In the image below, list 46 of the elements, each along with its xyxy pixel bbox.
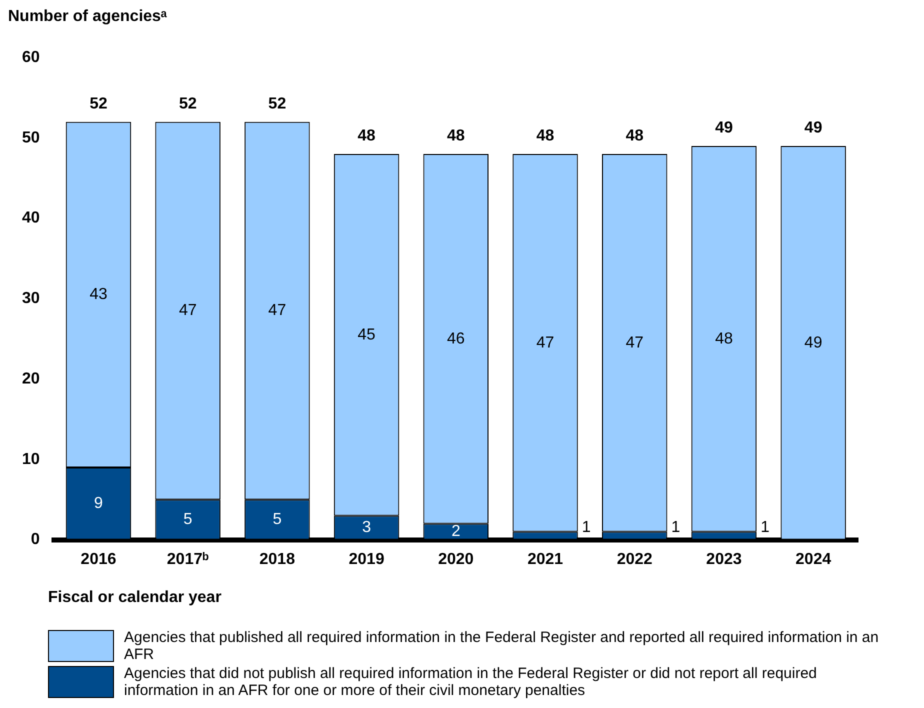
total-label: 49 <box>715 119 733 136</box>
total-label: 48 <box>358 127 376 144</box>
y-tick-label: 0 <box>30 531 40 548</box>
total-label: 49 <box>804 119 822 136</box>
data-label: 45 <box>358 326 376 344</box>
legend-label: Agencies that did not publish all required information in the Federal Register or did not report all required information in an AFR for one or more of their civil monetary penalties <box>124 665 818 699</box>
y-tick-label: 60 <box>22 49 40 66</box>
data-label: 47 <box>178 302 197 320</box>
data-label: 2 <box>451 523 460 540</box>
total-label: 48 <box>626 127 644 144</box>
x-axis-title: Fiscal or calendar year <box>48 589 222 607</box>
total-label: 48 <box>536 127 554 144</box>
data-label: 49 <box>804 334 822 352</box>
data-label: 47 <box>268 302 286 320</box>
data-label: 43 <box>90 286 108 304</box>
data-label: 9 <box>94 495 104 512</box>
total-label: 52 <box>90 95 108 112</box>
data-label: 3 <box>362 519 372 536</box>
data-label: 5 <box>183 511 192 528</box>
x-tick-label: 2022 <box>616 550 653 568</box>
x-tick-label: 2018 <box>259 550 296 568</box>
x-tick-label: 2016 <box>80 550 116 568</box>
total-label: 48 <box>447 127 465 144</box>
x-tick-label: 2024 <box>796 550 832 568</box>
data-label: 47 <box>536 334 554 352</box>
data-label: 1 <box>582 519 591 536</box>
y-tick-label: 30 <box>22 290 40 308</box>
data-label: 48 <box>715 330 733 348</box>
data-label: 46 <box>447 330 465 348</box>
x-tick-label: 2017ᵇ <box>166 550 209 568</box>
data-label: 5 <box>272 511 282 528</box>
x-tick-label: 2021 <box>527 550 564 568</box>
total-label: 52 <box>268 95 286 112</box>
legend-label: Agencies that published all required information in the Federal Register and reported all required information in an AFR <box>124 629 880 663</box>
y-tick-label: 10 <box>22 450 40 468</box>
x-tick-label: 2023 <box>706 550 742 568</box>
y-tick-label: 20 <box>22 370 40 388</box>
y-tick-label: 50 <box>22 129 40 146</box>
data-label: 1 <box>760 519 770 536</box>
x-tick-label: 2019 <box>348 550 384 568</box>
y-tick-label: 40 <box>22 210 40 227</box>
total-label: 52 <box>178 95 197 112</box>
x-tick-label: 2020 <box>438 550 474 568</box>
data-label: 1 <box>671 519 680 536</box>
data-label: 47 <box>626 334 644 352</box>
y-axis-title: Number of agenciesᵃ <box>8 8 168 27</box>
